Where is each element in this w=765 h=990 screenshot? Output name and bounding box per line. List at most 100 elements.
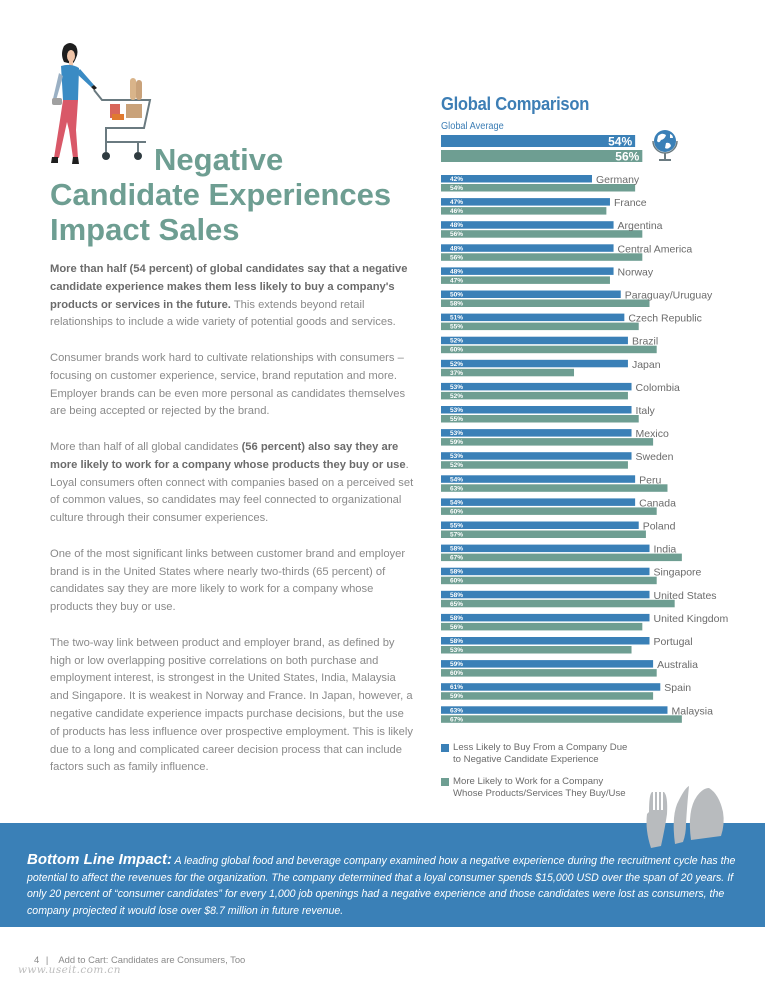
paragraph-1: More than half (54 percent) of global ca… <box>50 261 415 332</box>
data-label-more-likely-work: 54% <box>450 185 463 192</box>
data-label-less-likely-buy: 58% <box>450 546 463 553</box>
paragraph-3: More than half of all global candidates … <box>50 439 415 528</box>
bottom-line-text: Bottom Line Impact: A leading global foo… <box>27 851 739 919</box>
bar-less-likely-buy <box>441 359 628 368</box>
data-label-less-likely-buy: 42% <box>450 176 463 183</box>
data-label-more-likely-work: 60% <box>450 670 463 677</box>
data-label-more-likely-work: 67% <box>450 555 463 562</box>
bar-less-likely-buy <box>441 382 632 391</box>
bar-more-likely-work <box>441 507 657 515</box>
data-label-less-likely-buy: 58% <box>450 592 463 599</box>
bar-more-likely-work <box>441 207 607 215</box>
category-label: Brazil <box>632 336 658 348</box>
category-label: Germany <box>596 174 640 186</box>
category-label: Peru <box>639 474 661 486</box>
data-label-more-likely-work: 56% <box>450 624 463 631</box>
category-label: Mexico <box>636 428 669 440</box>
legend-label-line-2: to Negative Candidate Experience <box>453 754 599 765</box>
bar-less-likely-buy <box>441 175 592 183</box>
bar-more-likely-work <box>441 484 668 492</box>
data-label-less-likely-buy: 50% <box>450 292 463 299</box>
paragraph-5: The two-way link between product and emp… <box>50 636 413 774</box>
body-text: More than half (54 percent) of global ca… <box>50 261 415 795</box>
category-label: Paraguay/Uruguay <box>625 290 713 302</box>
category-label: Canada <box>639 497 676 509</box>
bar-more-likely-work <box>441 692 654 700</box>
data-label-less-likely-buy: 59% <box>450 661 463 668</box>
bar-less-likely-buy <box>441 452 632 460</box>
bar-more-likely-work <box>441 530 646 538</box>
page-title: Negative Candidate Experiences Impact Sa… <box>50 142 430 247</box>
bar-less-likely-buy <box>441 567 650 576</box>
data-label-less-likely-buy: 53% <box>450 407 463 414</box>
legend-swatch-blue <box>441 744 449 752</box>
data-label-more-likely-work: 59% <box>450 693 463 700</box>
data-label-less-likely-buy: 63% <box>450 707 463 714</box>
bottom-line-body: A leading global food and beverage compa… <box>27 855 736 917</box>
category-label: Norway <box>618 266 654 278</box>
data-label-less-likely-buy: 48% <box>450 222 463 229</box>
data-label-more-likely-work: 55% <box>450 416 463 423</box>
data-label-more-likely-work: 67% <box>450 716 463 723</box>
bar-less-likely-buy <box>441 544 650 553</box>
data-label-less-likely-buy: 52% <box>450 361 463 368</box>
paragraph-3-start: More than half of all global candidates <box>50 440 242 453</box>
category-label: United States <box>654 590 717 602</box>
bar-more-likely-work <box>441 553 682 562</box>
bar-less-likely-buy <box>441 336 628 345</box>
page-number: 4 <box>34 954 40 965</box>
data-label-more-likely-work: 52% <box>450 393 463 400</box>
category-label: Malaysia <box>671 705 713 717</box>
legend-label-line-2: Whose Products/Services They Buy/Use <box>453 788 626 799</box>
data-label-more-likely-work: 59% <box>450 439 463 446</box>
bar-more-likely-work <box>441 230 643 238</box>
category-label: France <box>614 197 647 209</box>
paragraph-1-bold: More than half (54 percent) of global ca… <box>50 263 408 311</box>
data-label-less-likely-buy: 61% <box>450 684 463 691</box>
legend-label-line-1: More Likely to Work for a Company <box>453 776 604 787</box>
data-label-less-likely-buy: 48% <box>450 268 463 275</box>
bar-less-likely-buy <box>441 429 632 437</box>
bottom-line-band <box>0 823 765 927</box>
data-label-less-likely-buy: 53% <box>450 453 463 460</box>
category-label: Italy <box>636 405 656 417</box>
global-average-value-blue: 54% <box>608 135 632 149</box>
category-label: Poland <box>643 521 676 533</box>
data-label-less-likely-buy: 51% <box>450 315 463 322</box>
bar-more-likely-work <box>441 438 654 446</box>
global-average-bar-green <box>441 150 643 162</box>
data-label-more-likely-work: 47% <box>450 277 463 284</box>
data-label-less-likely-buy: 58% <box>450 615 463 622</box>
bar-more-likely-work <box>441 715 682 723</box>
category-label: Argentina <box>618 220 663 232</box>
data-label-less-likely-buy: 58% <box>450 638 463 645</box>
bar-more-likely-work <box>441 646 632 654</box>
data-label-less-likely-buy: 55% <box>450 523 463 530</box>
footer-separator: | <box>45 954 49 965</box>
data-label-more-likely-work: 58% <box>450 301 463 308</box>
global-average-label: Global Average <box>441 121 504 132</box>
bar-less-likely-buy <box>441 221 614 229</box>
bar-less-likely-buy <box>441 475 636 483</box>
legend-label: Less Likely to Buy From a Company Due to … <box>453 742 627 766</box>
data-label-less-likely-buy: 53% <box>450 384 463 391</box>
shopper-illustration <box>51 43 152 164</box>
data-label-less-likely-buy: 47% <box>450 199 463 206</box>
globe-icon <box>652 130 678 161</box>
bottom-line-lead: Bottom Line Impact: <box>27 851 172 868</box>
legend-item-less-likely-buy: Less Likely to Buy From a Company Due to … <box>441 742 641 766</box>
category-label: Central America <box>618 243 693 255</box>
bar-less-likely-buy <box>441 637 650 645</box>
bar-less-likely-buy <box>441 313 625 322</box>
data-label-more-likely-work: 55% <box>450 324 463 331</box>
bar-less-likely-buy <box>441 706 668 714</box>
bar-less-likely-buy <box>441 590 650 599</box>
category-label: Sweden <box>636 451 674 463</box>
bar-less-likely-buy <box>441 660 654 668</box>
data-label-more-likely-work: 60% <box>450 578 463 585</box>
legend-item-more-likely-work: More Likely to Work for a Company Whose P… <box>441 776 641 800</box>
data-label-more-likely-work: 63% <box>450 485 463 492</box>
footer-title: Add to Cart: Candidates are Consumers, T… <box>58 954 246 965</box>
legend-label-line-1: Less Likely to Buy From a Company Due <box>453 742 628 753</box>
legend-swatch-green <box>441 778 449 786</box>
